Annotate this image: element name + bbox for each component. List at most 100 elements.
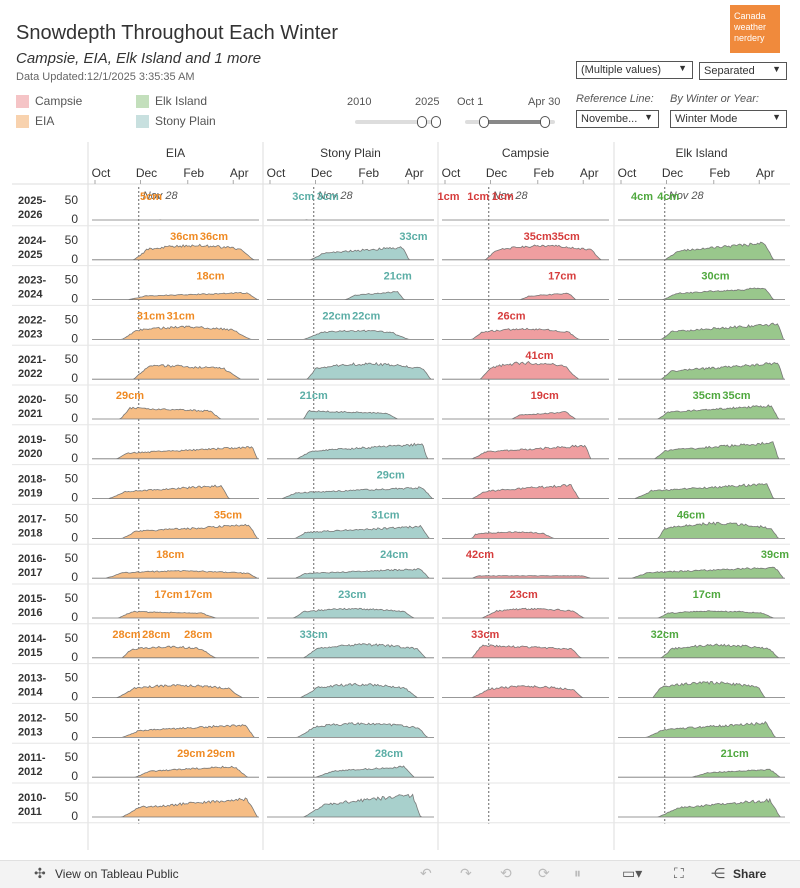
- revert-icon[interactable]: ⟲: [500, 865, 512, 882]
- y-tick-label: 50: [65, 551, 79, 565]
- snowdepth-area-eia: [92, 485, 259, 499]
- season-label-start: 2023-: [18, 275, 46, 287]
- season-label-start: 2019-: [18, 434, 46, 446]
- redo-icon[interactable]: ↷: [460, 865, 472, 882]
- refresh-icon[interactable]: ⟳: [538, 865, 550, 882]
- date-range-end-handle[interactable]: [540, 116, 550, 128]
- peak-depth-label: 18cm: [156, 549, 184, 561]
- device-preview-icon[interactable]: ▭▾: [622, 865, 642, 882]
- undo-icon[interactable]: ↶: [420, 865, 432, 882]
- season-label-start: 2015-: [18, 593, 46, 605]
- peak-depth-label: 31cm: [167, 310, 195, 322]
- reference-line-select-value: Novembe...: [581, 113, 637, 125]
- season-label-start: 2022-: [18, 314, 46, 326]
- season-label-end: 2026: [18, 209, 42, 221]
- pause-icon[interactable]: ⏸: [574, 865, 581, 882]
- reference-line-select[interactable]: Novembe...▼: [576, 110, 659, 128]
- snowdepth-area-eia: [92, 611, 259, 618]
- month-tick-label: Dec: [136, 166, 157, 180]
- snowdepth-area-eia: [92, 685, 259, 698]
- y-tick-label: 50: [65, 352, 79, 366]
- peak-depth-label: 23cm: [338, 589, 366, 601]
- peak-depth-label: 33cm: [399, 231, 427, 243]
- legend-swatch-campsie: [16, 95, 29, 108]
- legend-item-campsie[interactable]: Campsie: [16, 94, 82, 108]
- y-tick-label: 0: [71, 371, 78, 385]
- season-label-end: 2012: [18, 766, 42, 778]
- year-range-start-label: 2010: [347, 96, 371, 108]
- peak-depth-label: 19cm: [531, 390, 559, 402]
- y-tick-label: 50: [65, 511, 79, 525]
- peak-depth-label: 36cm: [200, 231, 228, 243]
- season-label-end: 2025: [18, 249, 42, 261]
- y-tick-label: 0: [71, 530, 78, 544]
- y-tick-label: 50: [65, 710, 79, 724]
- mode-select[interactable]: Winter Mode▼: [670, 110, 787, 128]
- station-select[interactable]: (Multiple values) ▼: [576, 61, 693, 79]
- peak-depth-label: 4cm: [657, 191, 679, 203]
- peak-depth-label: 28cm: [112, 629, 140, 641]
- peak-depth-label: 1cm: [437, 191, 459, 203]
- year-range-start-handle[interactable]: [417, 116, 427, 128]
- snowdepth-area-elk-island: [618, 567, 785, 578]
- panel-title-elk-island: Elk Island: [675, 146, 727, 160]
- snowdepth-area-elk-island: [618, 363, 785, 380]
- peak-depth-label: 23cm: [510, 589, 538, 601]
- legend-swatch-stony-plain: [136, 115, 149, 128]
- season-label-start: 2024-: [18, 235, 46, 247]
- legend-item-eia[interactable]: EIA: [16, 114, 54, 128]
- month-tick-label: Dec: [311, 166, 332, 180]
- y-tick-label: 0: [71, 252, 78, 266]
- station-select-value: (Multiple values): [581, 64, 661, 76]
- peak-depth-label: 35cm: [214, 509, 242, 521]
- share-icon[interactable]: ⋲: [711, 865, 725, 882]
- snowdepth-area-eia: [92, 798, 259, 817]
- snowdepth-area-eia: [92, 446, 259, 458]
- peak-depth-label: 29cm: [377, 470, 405, 482]
- view-on-tableau-link[interactable]: View on Tableau Public: [55, 867, 179, 881]
- season-label-end: 2020: [18, 448, 42, 460]
- peak-depth-label: 21cm: [721, 748, 749, 760]
- fullscreen-icon[interactable]: ⛶: [674, 865, 684, 882]
- share-button[interactable]: Share: [733, 867, 766, 881]
- y-tick-label: 0: [71, 491, 78, 505]
- y-tick-label: 50: [65, 193, 79, 207]
- legend-item-stony-plain[interactable]: Stony Plain: [136, 114, 216, 128]
- y-tick-label: 0: [71, 570, 78, 584]
- y-tick-label: 50: [65, 790, 79, 804]
- season-label-end: 2015: [18, 647, 42, 659]
- snowdepth-area-elk-island: [618, 611, 785, 618]
- peak-depth-label: 22cm: [322, 310, 350, 322]
- y-tick-label: 50: [65, 671, 79, 685]
- y-tick-label: 0: [71, 212, 78, 226]
- snowdepth-area-campsie: [442, 484, 609, 498]
- season-label-start: 2016-: [18, 553, 46, 565]
- snowdepth-area-stony-plain: [267, 683, 434, 697]
- peak-depth-label: 35cm: [722, 390, 750, 402]
- date-range-start-handle[interactable]: [479, 116, 489, 128]
- peak-depth-label: 21cm: [384, 271, 412, 283]
- peak-depth-label: 33cm: [300, 629, 328, 641]
- year-range-track[interactable]: [355, 120, 441, 124]
- peak-depth-label: 4cm: [631, 191, 653, 203]
- snowdepth-area-stony-plain: [267, 410, 434, 419]
- chevron-down-icon: ▼: [678, 63, 687, 73]
- layout-select[interactable]: Separated▼: [699, 62, 787, 80]
- data-updated-text: Data Updated:12/1/2025 3:35:35 AM: [16, 71, 195, 83]
- canada-weather-nerdery-logo[interactable]: Canada weather nerdery: [730, 5, 780, 53]
- snowdepth-area-elk-island: [618, 242, 785, 260]
- peak-depth-label: 17cm: [693, 589, 721, 601]
- month-tick-label: Apr: [405, 166, 424, 180]
- snowdepth-area-campsie: [442, 645, 609, 658]
- month-tick-label: Apr: [230, 166, 249, 180]
- snowdepth-area-stony-plain: [267, 644, 434, 658]
- snowdepth-area-campsie: [442, 576, 609, 579]
- snowdepth-area-eia: [92, 365, 259, 380]
- peak-depth-label: 26cm: [497, 310, 525, 322]
- year-range-end-handle[interactable]: [431, 116, 441, 128]
- snowdepth-area-stony-plain: [267, 569, 434, 579]
- legend-item-elk-island[interactable]: Elk Island: [136, 94, 207, 108]
- peak-depth-label: 30cm: [701, 271, 729, 283]
- peak-depth-label: 35cm: [552, 231, 580, 243]
- legend-label-eia: EIA: [35, 114, 54, 128]
